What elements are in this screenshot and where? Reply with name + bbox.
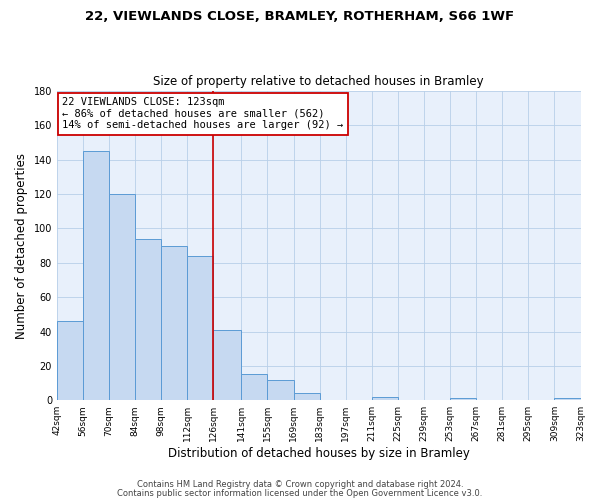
Title: Size of property relative to detached houses in Bramley: Size of property relative to detached ho…: [154, 76, 484, 88]
Bar: [241, 374, 268, 400]
Bar: [135, 239, 161, 400]
Bar: [109, 194, 135, 400]
Text: 22, VIEWLANDS CLOSE, BRAMLEY, ROTHERHAM, S66 1WF: 22, VIEWLANDS CLOSE, BRAMLEY, ROTHERHAM,…: [85, 10, 515, 23]
Bar: [161, 246, 187, 400]
Y-axis label: Number of detached properties: Number of detached properties: [15, 152, 28, 338]
Bar: [554, 398, 581, 400]
Bar: [450, 398, 476, 400]
Text: Contains HM Land Registry data © Crown copyright and database right 2024.: Contains HM Land Registry data © Crown c…: [137, 480, 463, 489]
Bar: [187, 256, 214, 400]
X-axis label: Distribution of detached houses by size in Bramley: Distribution of detached houses by size …: [168, 447, 470, 460]
Bar: [57, 321, 83, 400]
Bar: [372, 397, 398, 400]
Bar: [293, 394, 320, 400]
Text: Contains public sector information licensed under the Open Government Licence v3: Contains public sector information licen…: [118, 489, 482, 498]
Bar: [214, 330, 241, 400]
Bar: [268, 380, 293, 400]
Bar: [83, 151, 109, 400]
Text: 22 VIEWLANDS CLOSE: 123sqm
← 86% of detached houses are smaller (562)
14% of sem: 22 VIEWLANDS CLOSE: 123sqm ← 86% of deta…: [62, 97, 343, 130]
